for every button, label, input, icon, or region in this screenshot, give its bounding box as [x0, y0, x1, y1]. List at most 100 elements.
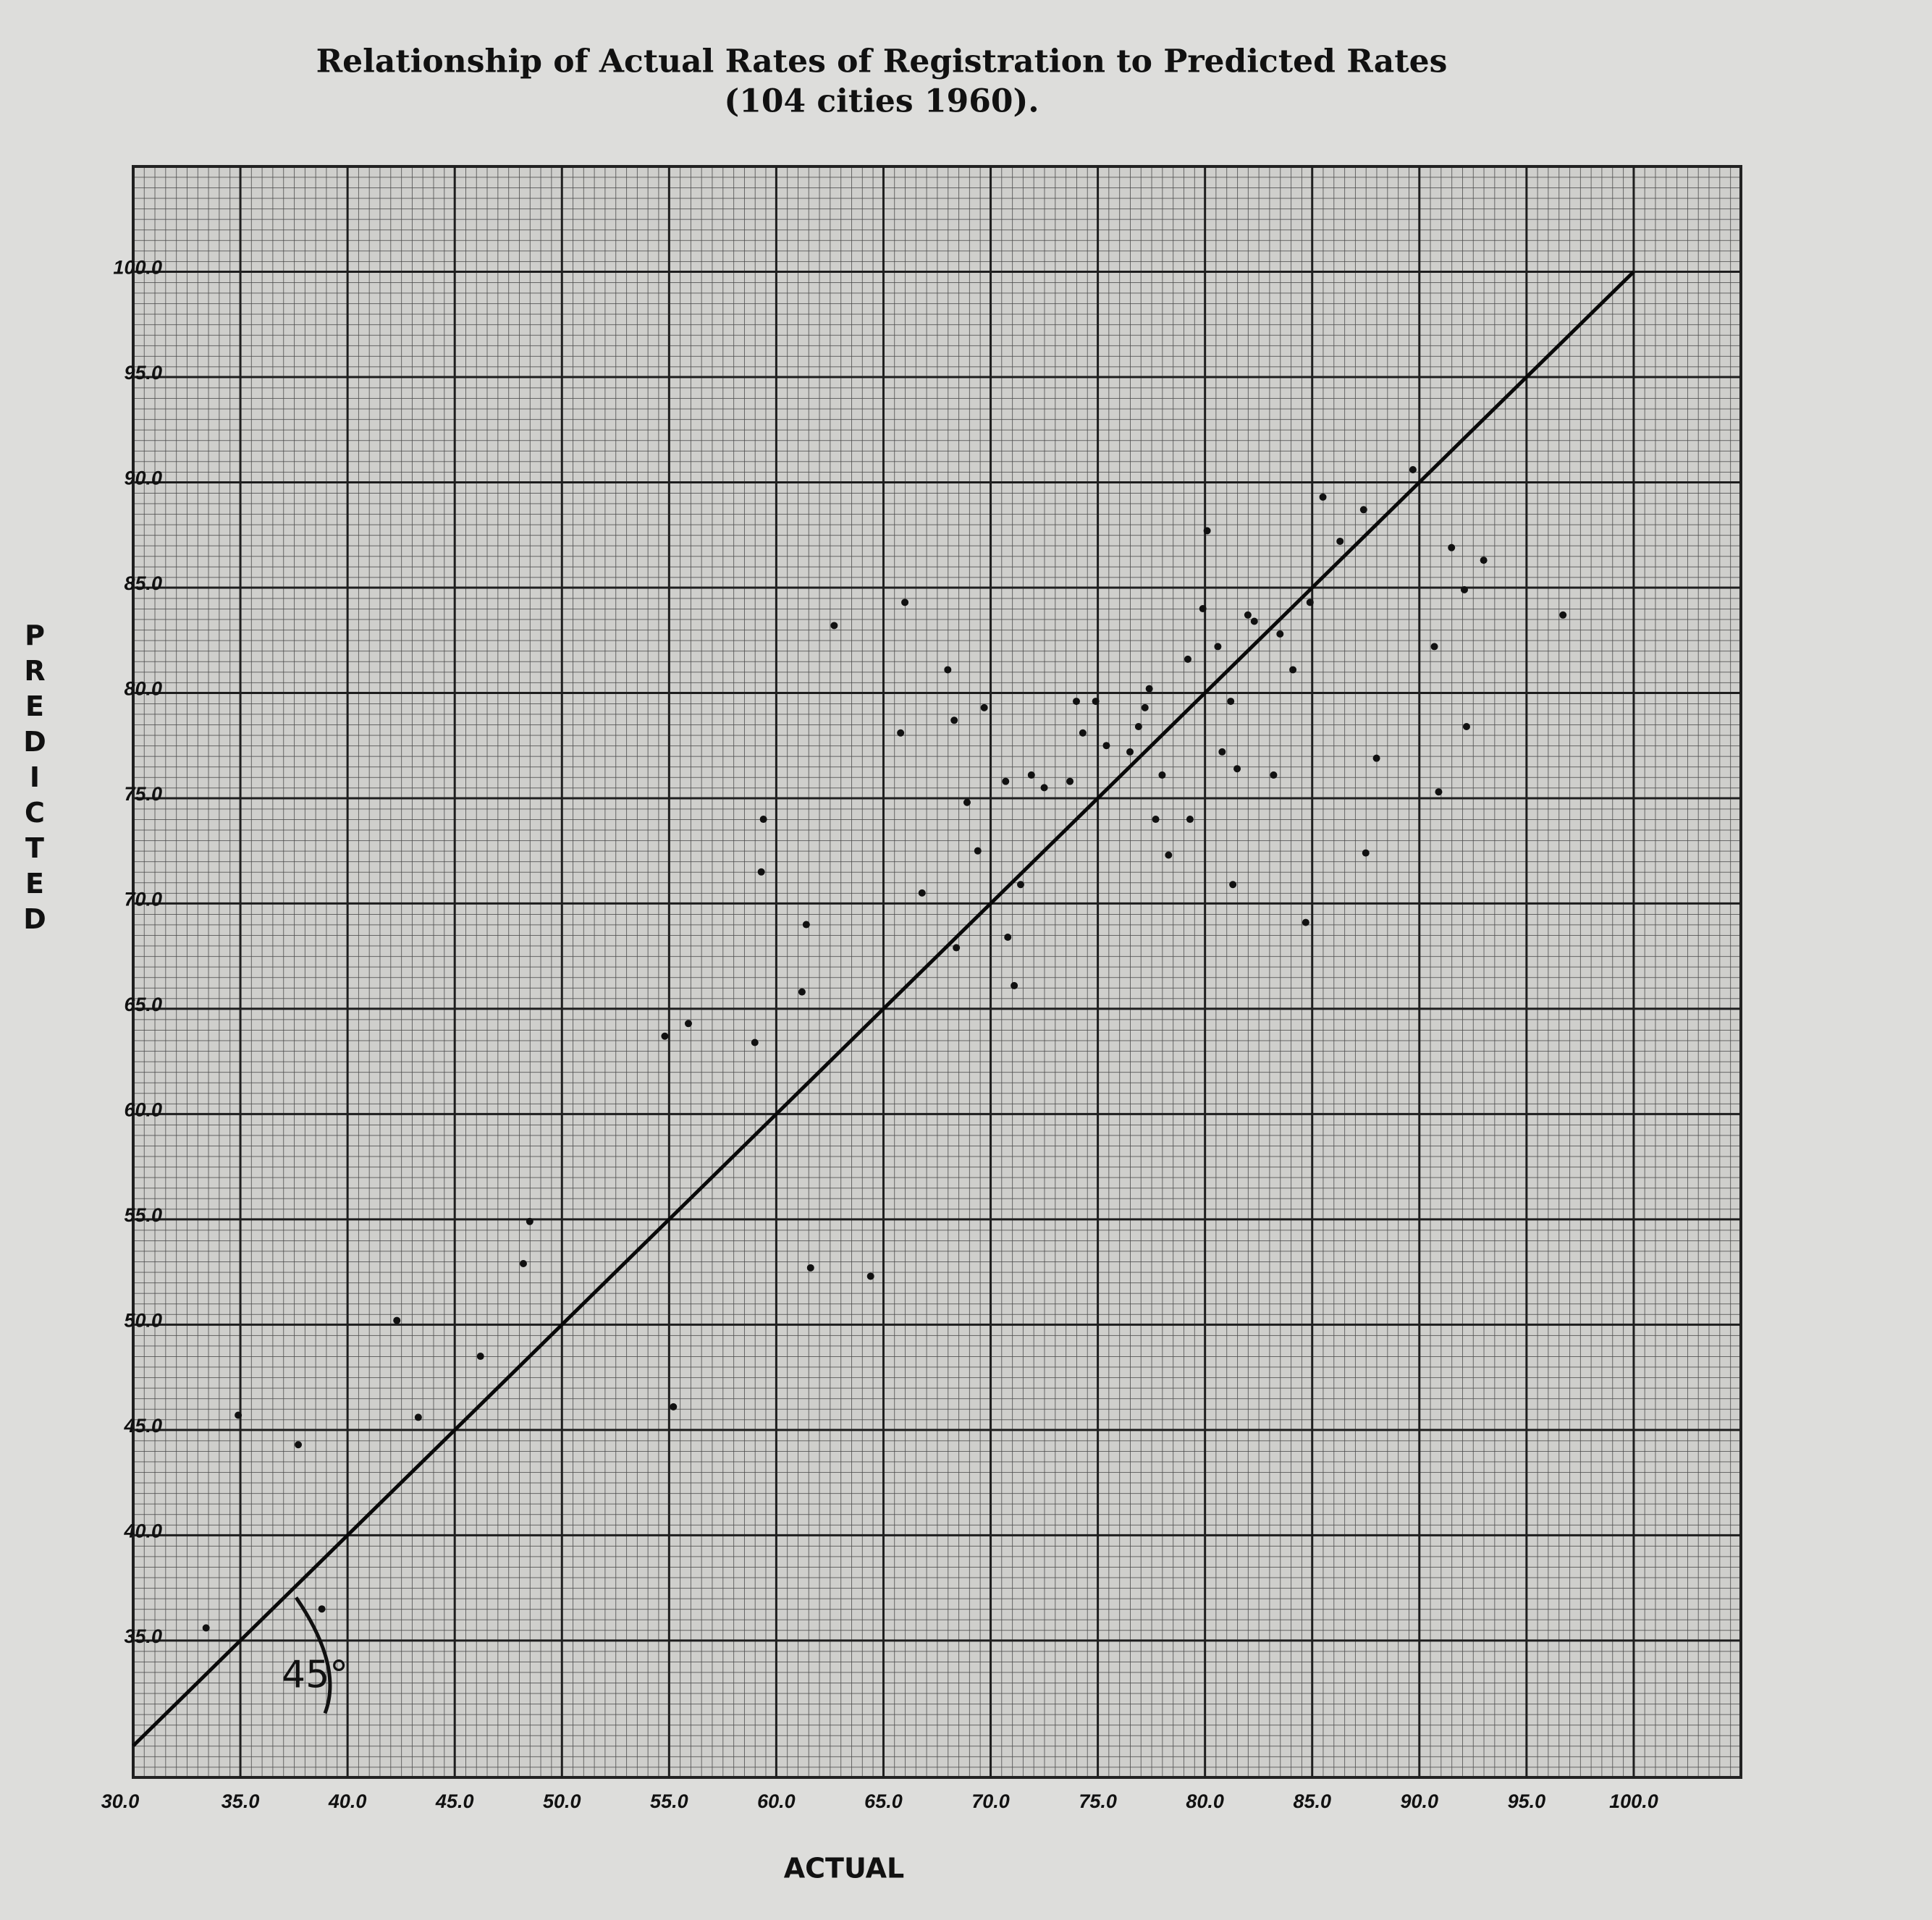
data-point	[974, 847, 982, 855]
data-point	[1165, 851, 1173, 859]
data-point	[759, 816, 767, 824]
data-point	[1072, 698, 1080, 706]
data-point	[1372, 754, 1380, 762]
data-point	[1319, 493, 1327, 501]
x-tick-label: 80.0	[1186, 1790, 1224, 1812]
data-point	[1227, 698, 1235, 706]
data-point	[1229, 881, 1237, 889]
data-point	[798, 988, 806, 996]
data-point	[1480, 557, 1488, 564]
data-point	[1134, 723, 1142, 731]
x-tick-label: 75.0	[1079, 1790, 1117, 1812]
data-point	[684, 1020, 692, 1028]
data-point	[1306, 599, 1314, 606]
data-point	[1004, 933, 1012, 941]
x-tick-label: 45.0	[435, 1790, 474, 1812]
y-tick-label: 35.0	[124, 1625, 162, 1647]
data-point	[670, 1403, 678, 1411]
data-point	[1141, 703, 1149, 711]
data-point	[944, 666, 952, 674]
data-point	[1145, 685, 1153, 693]
data-point	[1002, 777, 1010, 785]
x-tick-label: 100.0	[1609, 1790, 1658, 1812]
data-point	[1184, 655, 1191, 663]
data-point	[866, 1272, 874, 1280]
x-tick-label: 95.0	[1508, 1790, 1546, 1812]
y-tick-label: 85.0	[124, 572, 162, 594]
x-tick-label: 35.0	[222, 1790, 260, 1812]
data-point	[393, 1316, 401, 1324]
x-tick-label: 65.0	[864, 1790, 903, 1812]
y-tick-label: 70.0	[124, 889, 162, 910]
x-tick-label: 40.0	[328, 1790, 367, 1812]
data-point	[1011, 981, 1018, 989]
data-point	[1158, 771, 1166, 779]
data-point	[1027, 771, 1035, 779]
y-tick-label: 60.0	[124, 1099, 162, 1121]
data-point	[1362, 849, 1370, 857]
chart-title: Relationship of Actual Rates of Registra…	[316, 43, 1448, 80]
data-point	[1430, 643, 1438, 651]
data-point	[1102, 742, 1110, 750]
data-point	[202, 1624, 210, 1632]
data-point	[802, 921, 810, 929]
data-point	[1199, 605, 1207, 613]
data-point	[897, 729, 905, 737]
annotation: 45°	[282, 1653, 348, 1696]
data-point	[1040, 784, 1048, 792]
chart-subtitle: (104 cities 1960).	[724, 83, 1039, 120]
data-point	[295, 1441, 303, 1449]
y-tick-label: 75.0	[124, 783, 162, 805]
x-tick-label: 85.0	[1293, 1790, 1331, 1812]
data-point	[1066, 777, 1074, 785]
data-point	[830, 622, 838, 630]
data-point	[757, 868, 765, 876]
data-point	[235, 1411, 242, 1419]
data-point	[526, 1217, 533, 1225]
data-point	[953, 944, 961, 952]
data-point	[980, 703, 988, 711]
data-point	[1079, 729, 1087, 737]
angle-arc	[294, 1596, 332, 1714]
x-tick-label: 90.0	[1401, 1790, 1439, 1812]
data-point	[476, 1353, 484, 1361]
data-point	[1092, 698, 1100, 706]
x-tick-label: 30.0	[101, 1790, 140, 1812]
y-tick-label: 40.0	[123, 1520, 162, 1542]
data-point	[1460, 585, 1468, 593]
data-point	[1448, 544, 1456, 551]
data-point	[1270, 771, 1278, 779]
data-point	[1203, 527, 1211, 535]
data-point	[1016, 881, 1024, 889]
data-point	[1218, 748, 1226, 756]
y-tick-label: 95.0	[124, 362, 162, 384]
data-point	[1462, 723, 1470, 731]
y-tick-label: 45.0	[123, 1415, 162, 1437]
data-point	[963, 798, 971, 806]
data-point	[414, 1413, 422, 1421]
data-point	[1186, 816, 1194, 824]
y-tick-label: 65.0	[124, 994, 162, 1015]
data-point	[806, 1264, 814, 1272]
x-tick-label: 60.0	[757, 1790, 796, 1812]
data-point	[318, 1605, 326, 1613]
data-point	[950, 716, 958, 724]
data-point	[918, 889, 926, 897]
data-point	[1233, 765, 1241, 773]
data-point	[1126, 748, 1134, 756]
data-point	[661, 1032, 669, 1040]
x-tick-label: 55.0	[650, 1790, 688, 1812]
y-tick-label: 90.0	[124, 468, 162, 489]
data-point	[901, 599, 909, 606]
data-point	[1336, 537, 1344, 545]
y-tick-label: 55.0	[124, 1204, 162, 1226]
data-point	[1276, 630, 1284, 638]
graph-paper	[132, 165, 1742, 1779]
x-axis-label: ACTUAL	[784, 1853, 905, 1885]
x-tick-label: 50.0	[543, 1790, 581, 1812]
data-point	[1435, 788, 1443, 796]
data-point	[1559, 611, 1567, 619]
data-point	[1250, 617, 1258, 625]
